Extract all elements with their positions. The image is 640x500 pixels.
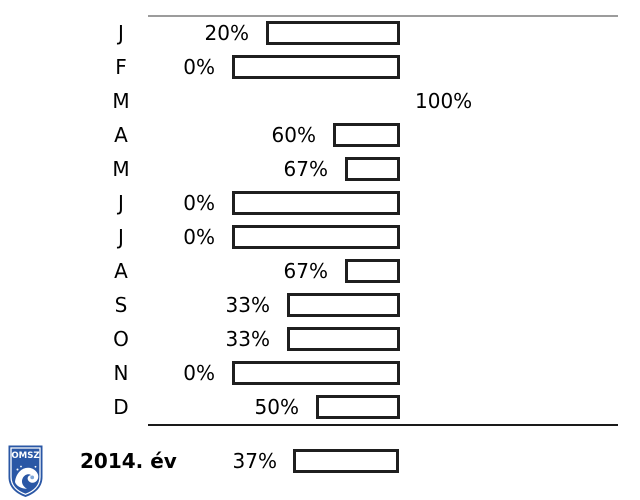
bar (287, 293, 400, 317)
month-label: M (112, 89, 130, 113)
logo-text: OMSZ (11, 451, 39, 461)
value-label: 20% (204, 21, 249, 45)
wave-icon (15, 467, 39, 489)
month-label: S (114, 293, 128, 317)
value-label: 0% (183, 225, 215, 249)
value-label: 60% (271, 123, 316, 147)
summary-bar (293, 449, 399, 473)
bar (287, 327, 400, 351)
month-label: A (114, 123, 128, 147)
value-label: 67% (283, 259, 328, 283)
year-label: 2014. év (80, 449, 177, 473)
bar (345, 157, 400, 181)
month-label: J (118, 225, 124, 249)
omsz-logo: OMSZ (8, 445, 43, 497)
value-label: 33% (225, 293, 270, 317)
bar (232, 361, 400, 385)
summary-value-label: 37% (232, 449, 277, 473)
bar (232, 191, 400, 215)
value-label: 0% (183, 191, 215, 215)
value-label: 0% (183, 361, 215, 385)
value-label: 33% (225, 327, 270, 351)
month-label: M (112, 157, 130, 181)
month-label: J (118, 191, 124, 215)
month-label: A (114, 259, 128, 283)
month-label: F (115, 55, 127, 79)
month-label: O (113, 327, 129, 351)
bottom-axis-line (148, 424, 618, 426)
value-label: 50% (254, 395, 299, 419)
value-label: 0% (183, 55, 215, 79)
value-label: 67% (283, 157, 328, 181)
bar (345, 259, 400, 283)
bar (316, 395, 400, 419)
bar (266, 21, 400, 45)
bar (232, 225, 400, 249)
value-label: 100% (415, 89, 473, 113)
bar (232, 55, 400, 79)
month-label: J (118, 21, 124, 45)
top-axis-line (148, 15, 618, 17)
month-label: D (113, 395, 129, 419)
month-label: N (113, 361, 129, 385)
bar (333, 123, 400, 147)
